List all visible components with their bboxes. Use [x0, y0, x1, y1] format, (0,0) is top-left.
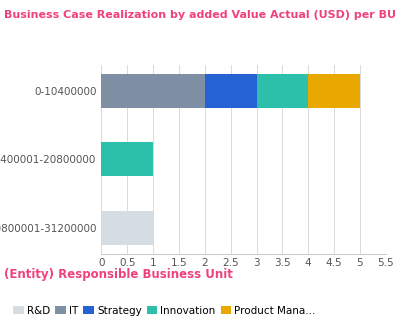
Text: Business Case Realization by added Value Actual (USD) per BU: Business Case Realization by added Value…	[4, 10, 395, 20]
Bar	[101, 73, 205, 108]
Bar	[101, 211, 153, 245]
Bar	[256, 73, 307, 108]
Bar	[307, 73, 359, 108]
Bar	[205, 73, 256, 108]
Legend: R&D, IT, Strategy, Innovation, Product Mana...: R&D, IT, Strategy, Innovation, Product M…	[9, 302, 319, 320]
Bar	[101, 142, 153, 176]
Text: (Entity) Responsible Business Unit: (Entity) Responsible Business Unit	[4, 268, 232, 281]
